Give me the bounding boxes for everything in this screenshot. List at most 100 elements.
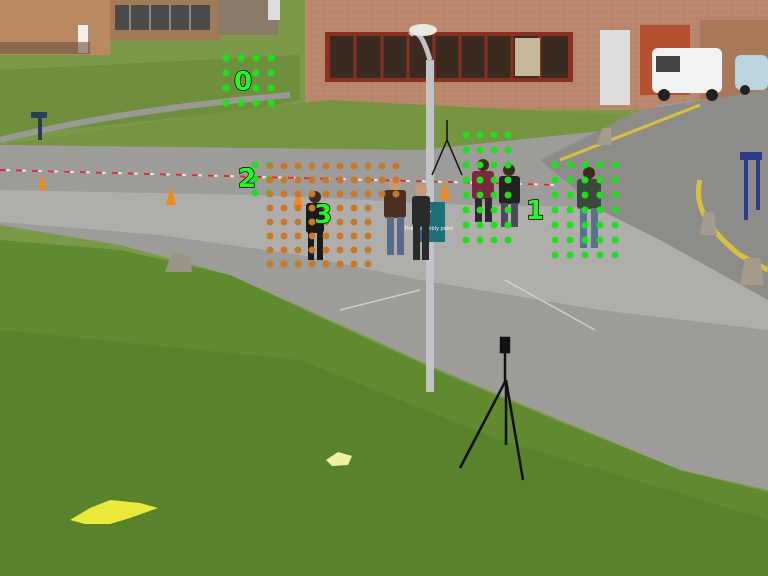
tracking-dot — [294, 260, 302, 268]
dot-grid-3 — [266, 162, 372, 268]
tracking-dot — [251, 189, 259, 197]
tracking-dot — [462, 176, 470, 184]
road — [0, 90, 768, 490]
litter-paper — [326, 452, 352, 466]
tracking-dot — [462, 161, 470, 169]
tracking-dot — [266, 232, 274, 240]
tracking-dot — [280, 204, 288, 212]
tracking-dot — [364, 246, 372, 254]
tracking-dot — [476, 206, 484, 214]
tracking-dot — [308, 232, 316, 240]
tracking-dot — [308, 204, 316, 212]
tracking-dot — [596, 176, 604, 184]
tracking-dot — [266, 204, 274, 212]
tracking-dot — [378, 176, 386, 184]
tracking-dot — [504, 221, 512, 229]
litter-bag — [70, 500, 158, 524]
tracking-dot — [476, 161, 484, 169]
tracking-dot — [308, 246, 316, 254]
tracking-dot — [378, 162, 386, 170]
tracking-dot — [350, 232, 358, 240]
tracking-dot — [308, 218, 316, 226]
tracking-dot — [490, 191, 498, 199]
tracking-dot — [308, 162, 316, 170]
tracking-dot — [596, 206, 604, 214]
tracking-dot — [364, 218, 372, 226]
tracking-dot — [308, 260, 316, 268]
tracking-dot — [336, 260, 344, 268]
tracking-dot — [294, 176, 302, 184]
tracking-dot — [566, 251, 574, 259]
traffic-cones — [38, 174, 450, 207]
tracking-dot — [611, 176, 619, 184]
tracking-dot — [267, 84, 275, 92]
tracking-dots — [222, 54, 619, 268]
upper-footpath — [0, 92, 291, 143]
tracking-dot — [378, 190, 386, 198]
tracking-dot — [364, 176, 372, 184]
tracking-dot — [266, 190, 274, 198]
tracking-dot — [280, 246, 288, 254]
tracking-dot — [252, 84, 260, 92]
tracking-dot — [336, 176, 344, 184]
tracking-dot — [504, 146, 512, 154]
tracking-dot — [551, 236, 559, 244]
tracking-dot — [267, 54, 275, 62]
tracking-dot — [611, 221, 619, 229]
tracking-dot — [566, 221, 574, 229]
tracking-dot — [252, 69, 260, 77]
tracking-dot — [308, 190, 316, 198]
tracking-dot — [551, 176, 559, 184]
tracking-dot — [222, 54, 230, 62]
tracking-dot — [322, 218, 330, 226]
tracking-dot — [551, 251, 559, 259]
dot-grid-1b — [551, 161, 619, 259]
tracking-dot — [611, 191, 619, 199]
tracking-dot — [490, 206, 498, 214]
tracking-dot — [596, 161, 604, 169]
tracking-dot — [266, 162, 274, 170]
tracking-dot — [350, 176, 358, 184]
tracking-dot — [551, 191, 559, 199]
tracking-dot — [566, 176, 574, 184]
tracking-dot — [476, 221, 484, 229]
tracking-dot — [280, 260, 288, 268]
left-building — [0, 0, 280, 55]
tracking-dot — [350, 246, 358, 254]
tracking-dot — [566, 161, 574, 169]
marker-label-2: 2 — [238, 164, 256, 194]
tracking-dot — [476, 146, 484, 154]
tracking-dot — [611, 161, 619, 169]
marker-label-0: 0 — [234, 67, 252, 97]
tracking-dot — [596, 191, 604, 199]
sign-text: Fire assembly point — [405, 226, 454, 232]
tracking-dot — [364, 190, 372, 198]
tracking-dot — [251, 161, 259, 169]
tracking-dot — [364, 204, 372, 212]
tracking-dot — [462, 236, 470, 244]
tracking-dot — [462, 206, 470, 214]
tracking-dot — [581, 191, 589, 199]
tracking-dot — [222, 69, 230, 77]
tracking-dot — [476, 176, 484, 184]
tracking-dot — [581, 206, 589, 214]
tracking-dot — [490, 176, 498, 184]
tracking-dot — [322, 260, 330, 268]
tracking-dot — [336, 162, 344, 170]
tracking-dot — [476, 131, 484, 139]
tracking-dot — [280, 176, 288, 184]
tracking-dot — [490, 161, 498, 169]
tracking-dot — [280, 162, 288, 170]
tracking-dot — [581, 251, 589, 259]
tracking-dot — [504, 131, 512, 139]
tracking-dot — [322, 176, 330, 184]
tracking-dot — [350, 204, 358, 212]
white-van — [652, 48, 722, 101]
tracking-dot — [322, 190, 330, 198]
tracking-dot — [336, 218, 344, 226]
pedestrians — [306, 159, 601, 260]
tracking-dot — [322, 162, 330, 170]
dot-grid-3b — [378, 162, 400, 198]
